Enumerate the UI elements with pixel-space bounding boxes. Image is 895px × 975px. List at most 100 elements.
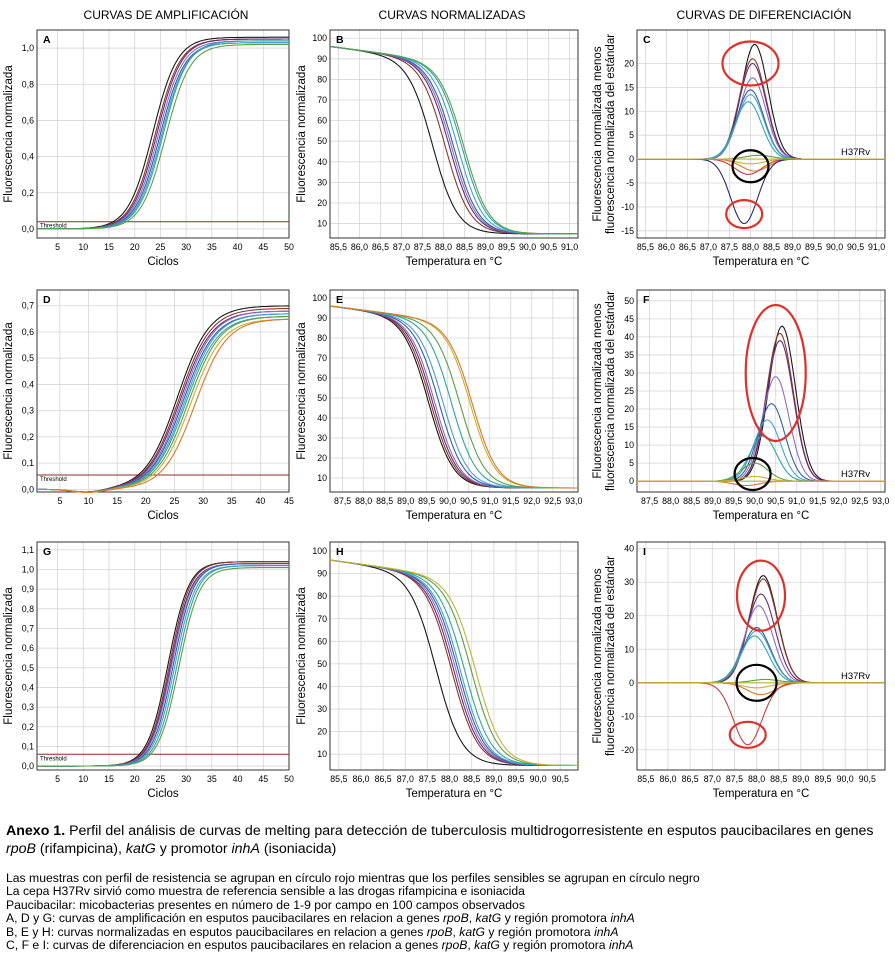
- y-tick-label: 60: [317, 373, 327, 383]
- x-tick-label: 87,0: [700, 242, 717, 252]
- x-tick-label: 90,0: [439, 496, 456, 506]
- x-axis-label: Temperatura en °C: [713, 788, 810, 800]
- x-tick-label: 87,5: [641, 496, 658, 506]
- series-line: [637, 682, 885, 746]
- x-tick-label: 89,0: [477, 242, 494, 252]
- x-tick-label: 88,0: [662, 496, 679, 506]
- plot-frame: [329, 541, 579, 771]
- panel-letter: C: [643, 34, 651, 46]
- plot-frame: [36, 289, 290, 493]
- x-tick-label: 91,0: [481, 496, 498, 506]
- x-tick-label: 88,5: [463, 774, 480, 784]
- series-line: [37, 313, 290, 493]
- x-tick-label: 10: [84, 496, 94, 506]
- caption-text-2: (rifampicina),: [35, 841, 126, 857]
- series-line: [37, 318, 290, 493]
- x-tick-label: 87,0: [704, 774, 721, 784]
- panel-letter: G: [43, 546, 51, 558]
- series-line: [329, 559, 578, 767]
- series-line: [37, 313, 289, 493]
- x-tick-label: 86,5: [682, 774, 699, 784]
- caption-note-reference: La cepa H37Rv sirvió como muestra de ref…: [6, 884, 525, 899]
- x-tick-label: 35: [207, 774, 217, 784]
- x-tick-label: 90,0: [837, 774, 854, 784]
- series-line: [329, 305, 578, 489]
- y-tick-label: 0,1: [22, 741, 34, 751]
- series-line: [329, 45, 578, 235]
- threshold-label: Threshold: [40, 224, 67, 230]
- y-tick-label: 1,1: [22, 545, 34, 555]
- y-tick-label: 0: [629, 678, 634, 688]
- series-line: [329, 305, 578, 489]
- caption-note-resistance: Las muestras con perfil de resistencia s…: [6, 871, 700, 885]
- x-tick-label: 90,0: [746, 496, 763, 506]
- panel-f: 87,5 88,0 88,5 89,0 89,5 90,0 90,5 91,0 91,5 92,0…: [592, 289, 889, 522]
- x-tick-label: 45: [284, 496, 294, 506]
- x-tick-label: 87,5: [721, 242, 738, 252]
- y-tick-label: -15: [621, 226, 634, 236]
- series-line: [37, 310, 289, 493]
- x-tick-label: 89,5: [498, 242, 515, 252]
- y-tick-label: 100: [312, 293, 327, 303]
- y-tick-label: 0,0: [22, 224, 34, 234]
- y-tick-label: 40: [624, 332, 634, 342]
- note-gene: katG: [459, 924, 485, 939]
- y-tick-label: 70: [317, 95, 327, 105]
- x-tick-label: 92,5: [851, 496, 868, 506]
- y-tick-label: 0,3: [22, 406, 34, 416]
- x-tick-label: 89,5: [507, 774, 524, 784]
- series-line: [37, 567, 289, 767]
- x-tick-label: 87,5: [726, 774, 743, 784]
- x-tick-label: 85,5: [637, 242, 654, 252]
- x-tick-label: 91,0: [561, 242, 578, 252]
- x-tick-label: 15: [104, 774, 114, 784]
- y-tick-label: 0,4: [22, 152, 34, 162]
- y-tick-label: 35: [624, 350, 634, 360]
- reference-label: H37Rv: [841, 671, 870, 682]
- x-tick-label: 50: [284, 242, 294, 252]
- y-tick-label: 30: [317, 704, 327, 714]
- x-tick-label: 89,0: [485, 774, 502, 784]
- x-tick-label: 45: [258, 774, 268, 784]
- y-axis-label: fluorescencia normalizada del estándar: [605, 556, 617, 756]
- x-tick-label: 20: [130, 242, 140, 252]
- y-tick-label: 1,0: [22, 565, 34, 575]
- caption-note-normalized: B, E y H: curvas normalizadas en esputos…: [6, 924, 891, 939]
- x-tick-label: 87,5: [414, 242, 431, 252]
- y-tick-label: 70: [317, 614, 327, 624]
- x-tick-label: 90,5: [460, 496, 477, 506]
- x-tick-label: 35: [207, 242, 217, 252]
- y-tick-label: 80: [317, 591, 327, 601]
- x-tick-label: 90,0: [826, 242, 843, 252]
- x-tick-label: 86,5: [375, 774, 392, 784]
- y-axis-label: fluorescencia normalizada del estándar: [605, 291, 617, 491]
- figure-caption: Anexo 1. Perfil del análisis de curvas d…: [6, 822, 891, 952]
- y-tick-label: -20: [621, 745, 634, 755]
- x-tick-label: 88,0: [355, 496, 372, 506]
- y-tick-label: 50: [624, 296, 634, 306]
- y-tick-label: 70: [317, 353, 327, 363]
- x-axis-label: Ciclos: [147, 510, 179, 522]
- x-tick-label: 86,5: [679, 242, 696, 252]
- series-line: [329, 45, 578, 235]
- caption-gene-katg: katG: [125, 841, 156, 857]
- note-gene: rpoB: [441, 938, 468, 953]
- series-line: [37, 565, 289, 767]
- series-line: [329, 305, 578, 489]
- series-line: [329, 305, 578, 489]
- caption-note-amplification: A, D y G: curvas de amplificación en esp…: [6, 912, 891, 925]
- series-line: [37, 563, 289, 767]
- caption-text: Perfil del análisis de curvas de melting…: [65, 823, 874, 839]
- x-tick-label: 86,0: [658, 242, 675, 252]
- x-tick-label: 89,0: [704, 496, 721, 506]
- y-tick-label: 0,1: [22, 458, 34, 468]
- x-tick-label: 88,0: [748, 774, 765, 784]
- x-tick-label: 40: [255, 496, 265, 506]
- series-line: [37, 43, 289, 230]
- sensitive-circle: [735, 663, 778, 702]
- y-tick-label: 50: [317, 136, 327, 146]
- series-line: [329, 305, 578, 489]
- note-text: y región promotora: [501, 911, 611, 926]
- y-tick-label: 10: [624, 644, 634, 654]
- y-tick-label: 90: [317, 313, 327, 323]
